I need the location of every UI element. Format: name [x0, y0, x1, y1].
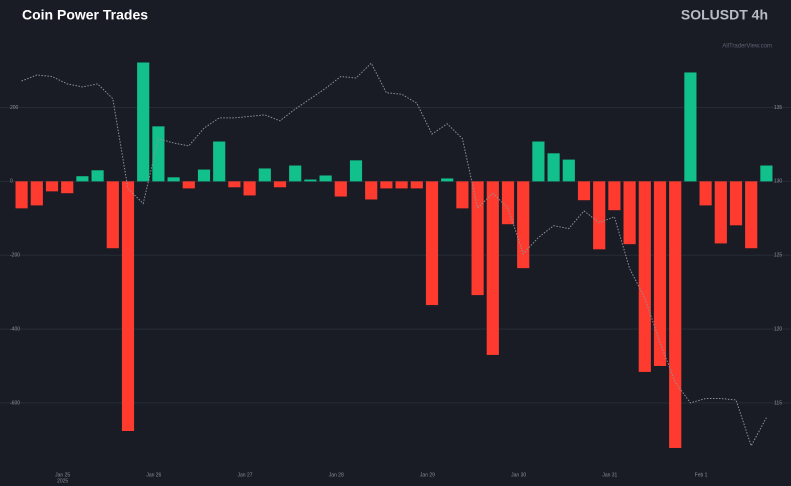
bar	[61, 181, 74, 194]
x-tick-label: Jan 29	[420, 472, 435, 478]
bar	[456, 181, 469, 209]
x-tick-label: Jan 28	[329, 472, 344, 478]
y2-tick-label: 125	[774, 253, 783, 259]
bar	[137, 62, 150, 182]
y-tick-label: -600	[10, 400, 20, 406]
bar	[760, 165, 773, 182]
bar	[182, 181, 195, 189]
bar	[684, 72, 697, 182]
bar	[395, 181, 408, 189]
price-line	[21, 62, 767, 448]
bar	[258, 168, 271, 182]
bar	[714, 181, 727, 244]
bar	[745, 181, 758, 249]
chart-title: Coin Power Trades	[22, 7, 148, 23]
bar	[517, 181, 530, 269]
bar	[121, 181, 135, 431]
bar	[197, 169, 211, 182]
bar	[15, 181, 28, 209]
bar	[30, 181, 43, 206]
y-tick-label: -400	[10, 326, 20, 332]
bar	[45, 181, 59, 192]
y-tick-label: 200	[10, 105, 19, 111]
bar	[729, 181, 743, 226]
bar	[273, 181, 287, 188]
bar	[228, 181, 241, 188]
bar	[319, 175, 332, 182]
bar	[699, 181, 712, 206]
x-tick-label: Feb 1	[695, 472, 708, 478]
bar	[471, 181, 484, 296]
bar	[669, 181, 682, 448]
y2-tick-label: 135	[774, 105, 783, 111]
bar	[486, 181, 499, 355]
y-tick-label: -200	[10, 253, 20, 259]
bar	[577, 181, 591, 201]
bar	[623, 181, 636, 245]
bar	[380, 181, 393, 189]
bar	[653, 181, 667, 366]
bar	[243, 181, 256, 196]
bar	[501, 181, 515, 225]
bar	[593, 181, 606, 250]
bar	[441, 178, 454, 182]
bar	[562, 159, 575, 182]
y2-tick-label: 115	[774, 400, 782, 406]
chart-subtitle: SOLUSDT 4h	[681, 7, 768, 23]
x-tick-label: Jan 30	[511, 472, 526, 478]
x-year-label: 2025	[57, 478, 68, 484]
bar	[547, 153, 560, 182]
bar	[334, 181, 347, 197]
bar	[638, 181, 651, 372]
bar	[213, 141, 226, 182]
bar	[91, 170, 104, 182]
bar	[167, 177, 180, 182]
bar	[289, 165, 302, 182]
watermark: AllTraderView.com	[722, 44, 772, 50]
bar	[349, 160, 363, 182]
x-tick-label: Jan 31	[602, 472, 617, 478]
bar	[532, 141, 545, 182]
bar	[152, 126, 165, 182]
bar	[410, 181, 423, 189]
x-tick-label: Jan 27	[238, 472, 253, 478]
bar	[365, 181, 378, 200]
y-tick-label: 0	[10, 179, 13, 185]
y2-tick-label: 120	[774, 326, 783, 332]
y2-tick-label: 130	[774, 179, 783, 185]
bar	[76, 176, 89, 182]
bar	[608, 181, 621, 211]
bar	[304, 179, 317, 182]
x-tick-label: Jan 25	[55, 472, 70, 478]
bar	[106, 181, 119, 249]
x-tick-label: Jan 26	[146, 472, 161, 478]
bar	[425, 181, 439, 306]
